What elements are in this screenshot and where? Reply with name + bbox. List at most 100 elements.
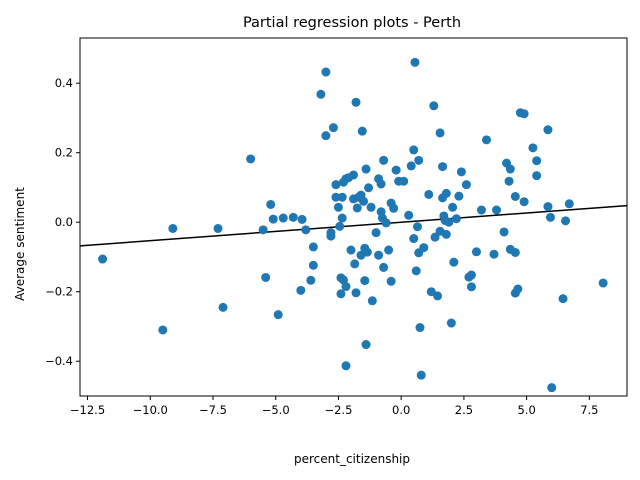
data-point	[519, 109, 529, 119]
data-point	[367, 296, 377, 306]
data-point	[416, 370, 426, 380]
data-point	[352, 203, 362, 213]
data-point	[424, 189, 434, 199]
data-point	[412, 222, 422, 232]
data-point	[519, 197, 529, 207]
data-point	[399, 176, 409, 186]
x-tick-label: −10.0	[133, 403, 168, 417]
data-point	[374, 250, 384, 260]
data-point	[331, 192, 341, 202]
y-tick-label: 0.0	[55, 215, 73, 229]
data-point	[466, 282, 476, 292]
data-point	[306, 275, 316, 285]
data-point	[430, 232, 440, 242]
data-point	[386, 276, 396, 286]
data-point	[410, 57, 420, 67]
x-tick-label: 5.0	[517, 403, 535, 417]
data-point	[379, 262, 389, 272]
data-point	[349, 170, 358, 180]
data-point	[528, 143, 538, 153]
data-point	[308, 260, 318, 270]
data-point	[273, 310, 283, 320]
y-tick-label: −0.4	[45, 354, 73, 368]
x-tick-label: −2.5	[324, 403, 352, 417]
data-point	[158, 325, 168, 335]
data-point	[547, 383, 557, 393]
data-point	[481, 135, 491, 145]
data-point	[471, 247, 481, 257]
data-point	[321, 131, 331, 141]
data-point	[266, 199, 276, 209]
data-point	[341, 361, 351, 371]
data-point	[433, 291, 443, 301]
data-point	[381, 218, 391, 228]
data-point	[218, 302, 228, 312]
data-point	[543, 125, 553, 135]
data-point	[429, 101, 439, 111]
data-point	[558, 294, 568, 304]
x-tick-label: 7.5	[580, 403, 598, 417]
y-axis-ticks: −0.4 −0.2 0.0 0.2 0.4	[45, 76, 80, 368]
data-point	[466, 270, 476, 280]
x-tick-label: −5.0	[262, 403, 290, 417]
data-point	[288, 212, 298, 222]
data-point	[454, 191, 464, 201]
data-point	[376, 179, 386, 189]
data-point	[361, 340, 371, 350]
data-point	[504, 176, 514, 186]
data-point	[351, 97, 361, 107]
data-point	[362, 247, 372, 257]
data-point	[335, 221, 345, 231]
data-point	[545, 212, 555, 222]
data-point	[451, 214, 461, 224]
data-point	[337, 192, 347, 202]
data-point	[449, 257, 459, 267]
data-point	[341, 282, 351, 292]
data-point	[384, 245, 394, 255]
data-point	[98, 254, 108, 264]
x-tick-label: 2.5	[455, 403, 473, 417]
data-point	[406, 161, 416, 171]
regression-line	[80, 204, 627, 247]
data-point	[301, 225, 311, 235]
x-tick-label: −12.5	[70, 403, 105, 417]
data-point	[346, 245, 356, 255]
data-point	[333, 202, 343, 212]
data-point	[389, 203, 399, 213]
data-point	[360, 276, 370, 286]
data-point	[404, 210, 414, 220]
data-point	[316, 89, 326, 99]
data-point	[278, 213, 288, 223]
data-point	[499, 227, 509, 237]
data-point	[213, 223, 223, 233]
data-point	[326, 231, 336, 241]
data-point	[510, 191, 520, 201]
data-point	[337, 213, 347, 223]
data-point	[448, 202, 458, 212]
data-point	[435, 128, 445, 138]
data-point	[351, 288, 361, 298]
data-point	[336, 289, 346, 299]
points-layer	[98, 57, 608, 393]
data-point	[444, 217, 454, 227]
data-point	[331, 180, 341, 190]
data-point	[409, 234, 419, 244]
data-point	[350, 259, 360, 269]
data-point	[409, 145, 419, 155]
data-point	[321, 67, 331, 77]
data-point	[438, 162, 448, 172]
data-point	[492, 205, 502, 215]
data-point	[328, 123, 338, 133]
data-point	[414, 155, 424, 165]
data-point	[510, 247, 520, 257]
data-point	[543, 202, 553, 212]
data-point	[391, 165, 401, 175]
data-point	[441, 188, 451, 198]
data-point	[532, 171, 542, 181]
data-point	[168, 223, 178, 233]
data-point	[357, 126, 367, 136]
data-point	[308, 242, 318, 252]
data-point	[561, 216, 571, 226]
